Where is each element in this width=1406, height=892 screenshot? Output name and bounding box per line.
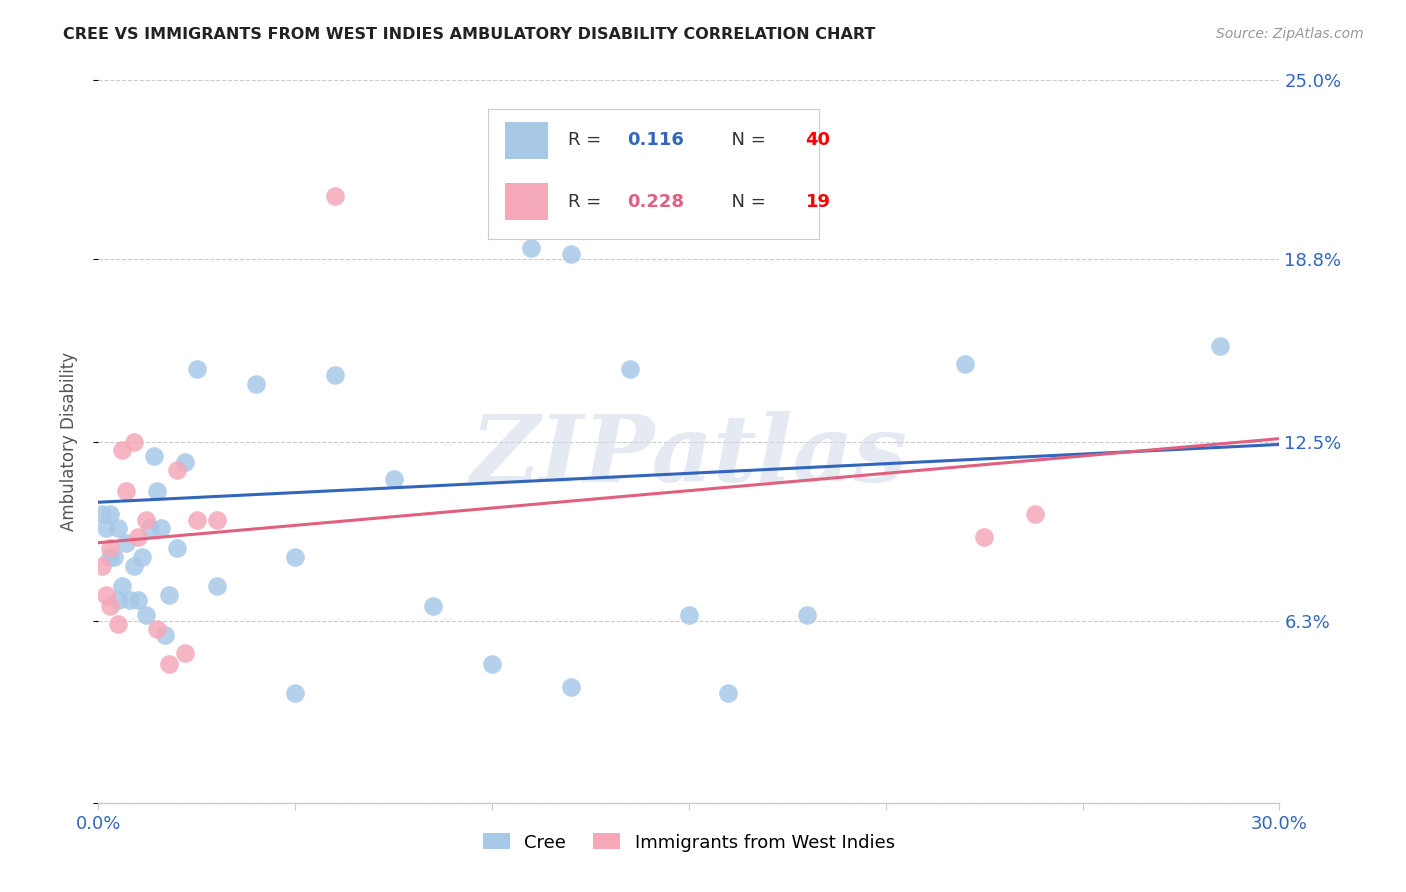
Point — [135, 512, 157, 526]
Point — [96, 521, 118, 535]
Point — [122, 558, 145, 573]
Point — [166, 541, 188, 556]
Point — [155, 628, 177, 642]
Point — [717, 686, 740, 700]
Y-axis label: Ambulatory Disability: Ambulatory Disability — [59, 352, 77, 531]
Point — [205, 579, 228, 593]
Point — [138, 521, 160, 535]
Point — [118, 593, 141, 607]
Point — [122, 434, 145, 449]
Point — [98, 541, 121, 556]
Point — [127, 593, 149, 607]
Point — [186, 362, 208, 376]
Point — [481, 657, 503, 671]
Point — [135, 607, 157, 622]
Point — [323, 189, 346, 203]
Point — [560, 246, 582, 260]
Point — [157, 657, 180, 671]
Point — [107, 593, 129, 607]
Legend: Cree, Immigrants from West Indies: Cree, Immigrants from West Indies — [475, 826, 903, 859]
Text: Source: ZipAtlas.com: Source: ZipAtlas.com — [1216, 27, 1364, 41]
Point — [98, 550, 121, 565]
Point — [103, 550, 125, 565]
Point — [146, 623, 169, 637]
Point — [142, 449, 165, 463]
Point — [107, 521, 129, 535]
Point — [115, 535, 138, 549]
Point — [520, 241, 543, 255]
Point — [1209, 339, 1232, 353]
Point — [1024, 507, 1046, 521]
Point — [186, 512, 208, 526]
Point — [619, 362, 641, 376]
Text: CREE VS IMMIGRANTS FROM WEST INDIES AMBULATORY DISABILITY CORRELATION CHART: CREE VS IMMIGRANTS FROM WEST INDIES AMBU… — [63, 27, 876, 42]
Point — [98, 599, 121, 614]
Point — [284, 686, 307, 700]
Point — [678, 607, 700, 622]
Point — [98, 507, 121, 521]
Point — [146, 483, 169, 498]
Point — [973, 530, 995, 544]
Point — [91, 507, 114, 521]
Point — [422, 599, 444, 614]
Point — [174, 646, 197, 660]
Point — [127, 530, 149, 544]
Point — [111, 579, 134, 593]
Point — [284, 550, 307, 565]
Point — [150, 521, 173, 535]
Point — [323, 368, 346, 382]
Point — [157, 588, 180, 602]
Point — [382, 472, 405, 486]
Point — [245, 376, 267, 391]
Text: ZIPatlas: ZIPatlas — [471, 411, 907, 501]
Point — [96, 588, 118, 602]
Point — [796, 607, 818, 622]
Point — [174, 455, 197, 469]
Point — [166, 463, 188, 477]
Point — [91, 558, 114, 573]
Point — [107, 616, 129, 631]
Point — [953, 357, 976, 371]
Point — [115, 483, 138, 498]
Point — [131, 550, 153, 565]
Point — [205, 512, 228, 526]
Point — [111, 443, 134, 458]
Point — [560, 680, 582, 694]
